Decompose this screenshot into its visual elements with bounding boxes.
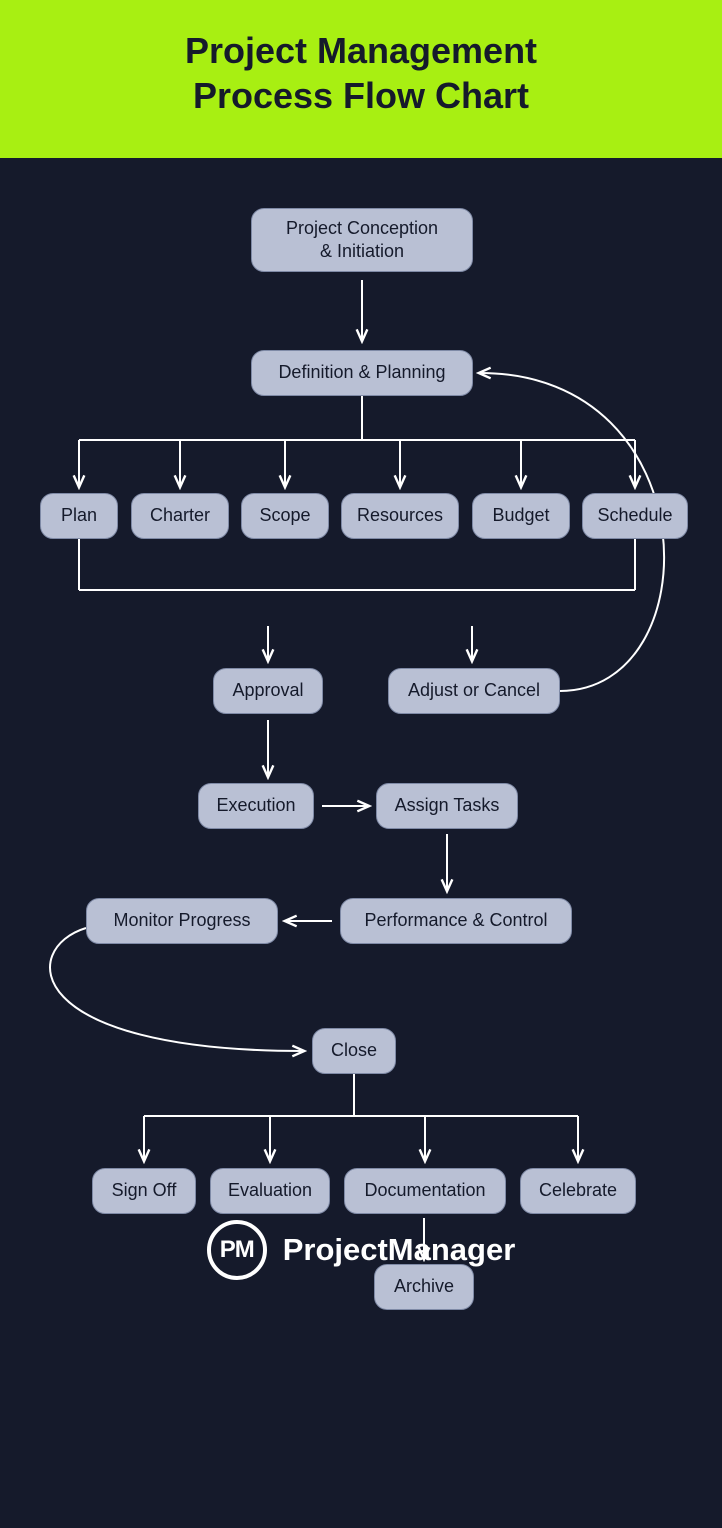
flow-node: Budget <box>472 493 570 539</box>
flow-node: Celebrate <box>520 1168 636 1214</box>
flow-node: Resources <box>341 493 459 539</box>
flow-node: Evaluation <box>210 1168 330 1214</box>
flow-node: Project Conception & Initiation <box>251 208 473 272</box>
logo-text: ProjectManager <box>283 1232 516 1268</box>
flow-node: Adjust or Cancel <box>388 668 560 714</box>
footer-logo: PM ProjectManager <box>0 1220 722 1280</box>
flow-node: Charter <box>131 493 229 539</box>
flow-node: Performance & Control <box>340 898 572 944</box>
flow-node: Approval <box>213 668 323 714</box>
flow-node: Close <box>312 1028 396 1074</box>
flow-node: Definition & Planning <box>251 350 473 396</box>
flow-node: Plan <box>40 493 118 539</box>
flow-node: Schedule <box>582 493 688 539</box>
flow-node: Assign Tasks <box>376 783 518 829</box>
flow-node: Sign Off <box>92 1168 196 1214</box>
flow-node: Scope <box>241 493 329 539</box>
flow-node: Documentation <box>344 1168 506 1214</box>
flow-node: Monitor Progress <box>86 898 278 944</box>
flow-node: Execution <box>198 783 314 829</box>
flowchart-canvas: Project Conception & Initiation Definitio… <box>0 158 722 1528</box>
title-banner: Project Management Process Flow Chart <box>0 0 722 158</box>
logo-badge-text: PM <box>220 1236 254 1264</box>
logo-badge-icon: PM <box>207 1220 267 1280</box>
page-title: Project Management Process Flow Chart <box>20 28 702 118</box>
